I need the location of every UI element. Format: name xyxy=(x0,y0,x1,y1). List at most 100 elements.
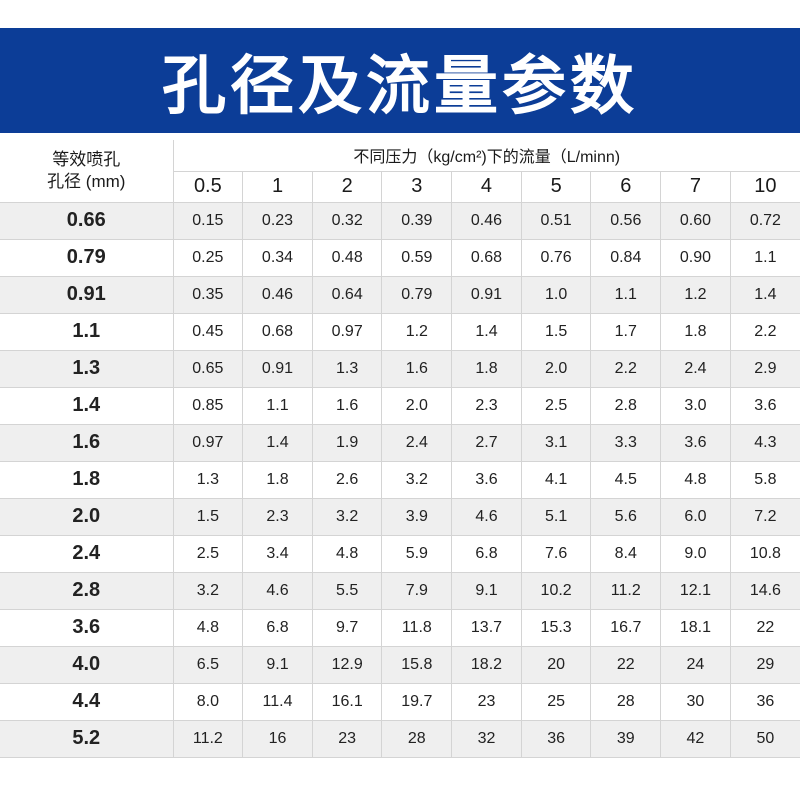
pressure-header-cell: 0.5 xyxy=(173,170,244,203)
diameter-cell: 1.3 xyxy=(0,349,174,388)
table-row: 4.0 6.5 9.1 12.9 15.8 18.2 20 22 24 29 xyxy=(0,645,800,684)
flow-value-cell: 22 xyxy=(729,608,800,647)
flow-value-cell: 0.48 xyxy=(311,238,383,277)
flow-value-cell: 0.65 xyxy=(172,349,244,388)
page-title: 孔径及流量参数 xyxy=(162,49,638,124)
flow-value-cell: 1.0 xyxy=(520,275,592,314)
flow-value-cell: 0.15 xyxy=(172,201,244,240)
diameter-header-line2: 孔径 (mm) xyxy=(47,171,126,191)
flow-value-cell: 1.2 xyxy=(381,312,453,351)
flow-rate-table: 等效喷孔 孔径 (mm) 不同压力（kg/cm²)下的流量（L/minn) 0.… xyxy=(0,140,800,758)
flow-value-cell: 0.56 xyxy=(590,201,662,240)
flow-value-cell: 1.1 xyxy=(729,238,800,277)
flow-value-cell: 11.8 xyxy=(381,608,453,647)
flow-value-cell: 2.5 xyxy=(172,534,244,573)
diameter-header-line1: 等效喷孔 xyxy=(52,149,121,169)
flow-value-cell: 2.4 xyxy=(381,423,453,462)
diameter-cell: 2.0 xyxy=(0,497,174,536)
flow-value-cell: 3.2 xyxy=(311,497,383,536)
flow-value-cell: 3.3 xyxy=(590,423,662,462)
flow-value-cell: 1.4 xyxy=(451,312,522,351)
flow-value-cell: 50 xyxy=(729,719,800,758)
pressure-header-cell: 10 xyxy=(729,170,800,203)
table-row: 3.6 4.8 6.8 9.7 11.8 13.7 15.3 16.7 18.1 22 xyxy=(0,608,800,647)
flow-value-cell: 39 xyxy=(590,719,662,758)
flow-value-cell: 20 xyxy=(520,645,592,684)
flow-value-cell: 32 xyxy=(451,719,522,758)
pressure-header-cell: 2 xyxy=(311,170,383,203)
flow-value-cell: 7.2 xyxy=(729,497,800,536)
flow-value-cell: 5.9 xyxy=(381,534,453,573)
diameter-cell: 1.1 xyxy=(0,312,174,351)
flow-value-cell: 0.45 xyxy=(172,312,244,351)
title-banner: 孔径及流量参数 xyxy=(0,28,800,133)
flow-value-cell: 1.2 xyxy=(660,275,731,314)
diameter-cell: 3.6 xyxy=(0,608,174,647)
flow-value-cell: 1.4 xyxy=(242,423,313,462)
flow-value-cell: 1.1 xyxy=(242,386,313,425)
flow-value-cell: 1.6 xyxy=(311,386,383,425)
flow-value-cell: 7.6 xyxy=(520,534,592,573)
diameter-cell: 0.91 xyxy=(0,275,174,314)
flow-value-cell: 9.0 xyxy=(660,534,731,573)
table-row: 4.4 8.0 11.4 16.1 19.7 23 25 28 30 36 xyxy=(0,682,800,721)
flow-value-cell: 19.7 xyxy=(381,682,453,721)
diameter-cell: 4.4 xyxy=(0,682,174,721)
pressure-header-cell: 6 xyxy=(590,170,662,203)
flow-value-cell: 0.91 xyxy=(242,349,313,388)
flow-value-cell: 0.46 xyxy=(242,275,313,314)
pressure-header-cell: 4 xyxy=(451,170,522,203)
flow-value-cell: 23 xyxy=(451,682,522,721)
table-row: 2.4 2.5 3.4 4.8 5.9 6.8 7.6 8.4 9.0 10.8 xyxy=(0,534,800,573)
flow-value-cell: 1.9 xyxy=(311,423,383,462)
diameter-cell: 1.8 xyxy=(0,460,174,499)
flow-value-cell: 2.0 xyxy=(520,349,592,388)
flow-value-cell: 2.4 xyxy=(660,349,731,388)
flow-value-cell: 0.68 xyxy=(242,312,313,351)
flow-value-cell: 10.8 xyxy=(729,534,800,573)
flow-value-cell: 2.2 xyxy=(590,349,662,388)
flow-value-cell: 1.8 xyxy=(451,349,522,388)
diameter-cell: 5.2 xyxy=(0,719,174,758)
flow-value-cell: 9.1 xyxy=(242,645,313,684)
flow-value-cell: 1.5 xyxy=(172,497,244,536)
pressure-header-cell: 5 xyxy=(520,170,592,203)
flow-value-cell: 0.51 xyxy=(520,201,592,240)
flow-value-cell: 0.97 xyxy=(311,312,383,351)
table-body: 0.66 0.15 0.23 0.32 0.39 0.46 0.51 0.56 0.60 0.72… xyxy=(0,201,800,758)
pressure-group-header: 不同压力（kg/cm²)下的流量（L/minn) xyxy=(172,140,800,172)
flow-value-cell: 11.4 xyxy=(242,682,313,721)
flow-value-cell: 4.8 xyxy=(311,534,383,573)
flow-value-cell: 11.2 xyxy=(590,571,662,610)
diameter-cell: 2.4 xyxy=(0,534,174,573)
flow-value-cell: 0.72 xyxy=(729,201,800,240)
table-row: 0.91 0.35 0.46 0.64 0.79 0.91 1.0 1.1 1.2 1.4 xyxy=(0,275,800,314)
flow-value-cell: 3.6 xyxy=(729,386,800,425)
flow-value-cell: 28 xyxy=(590,682,662,721)
pressure-header-cell: 7 xyxy=(660,170,731,203)
flow-value-cell: 0.79 xyxy=(381,275,453,314)
table-row: 1.6 0.97 1.4 1.9 2.4 2.7 3.1 3.3 3.6 4.3 xyxy=(0,423,800,462)
flow-value-cell: 3.2 xyxy=(172,571,244,610)
flow-value-cell: 12.9 xyxy=(311,645,383,684)
flow-value-cell: 9.7 xyxy=(311,608,383,647)
flow-value-cell: 4.8 xyxy=(172,608,244,647)
flow-value-cell: 23 xyxy=(311,719,383,758)
flow-value-cell: 1.5 xyxy=(520,312,592,351)
flow-value-cell: 3.6 xyxy=(451,460,522,499)
flow-value-cell: 2.9 xyxy=(729,349,800,388)
flow-value-cell: 9.1 xyxy=(451,571,522,610)
flow-value-cell: 1.7 xyxy=(590,312,662,351)
flow-value-cell: 0.90 xyxy=(660,238,731,277)
flow-value-cell: 4.3 xyxy=(729,423,800,462)
flow-value-cell: 14.6 xyxy=(729,571,800,610)
flow-value-cell: 18.1 xyxy=(660,608,731,647)
flow-value-cell: 2.3 xyxy=(451,386,522,425)
flow-value-cell: 5.6 xyxy=(590,497,662,536)
flow-value-cell: 24 xyxy=(660,645,731,684)
flow-value-cell: 29 xyxy=(729,645,800,684)
flow-value-cell: 42 xyxy=(660,719,731,758)
flow-value-cell: 1.6 xyxy=(381,349,453,388)
flow-value-cell: 0.25 xyxy=(172,238,244,277)
table-row: 5.2 11.2 16 23 28 32 36 39 42 50 xyxy=(0,719,800,758)
